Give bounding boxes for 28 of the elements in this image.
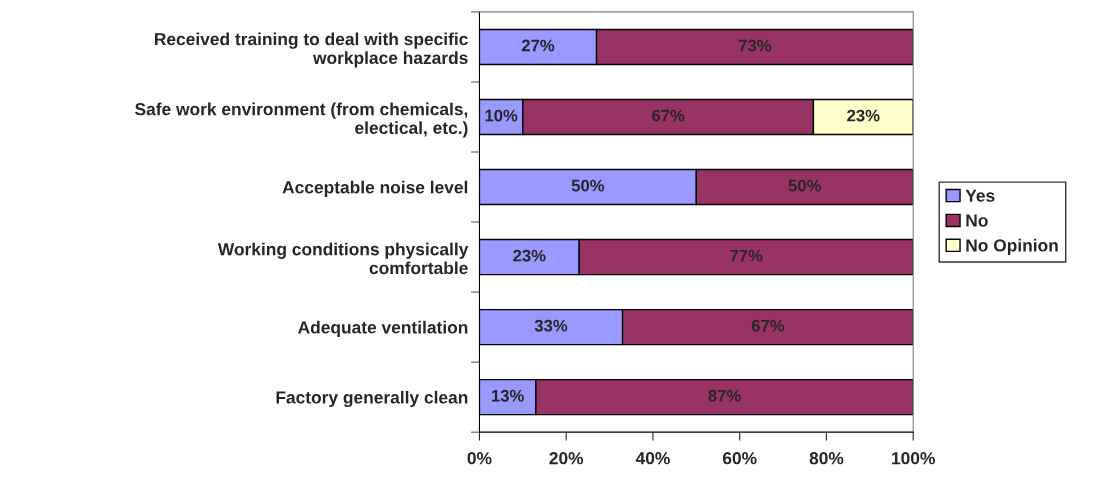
data-label: 27% — [521, 39, 555, 52]
x-tick-label: 20% — [549, 452, 584, 465]
legend-label: Yes — [965, 189, 995, 202]
y-tick-label: Factory generally clean — [276, 390, 468, 408]
data-label: 67% — [652, 109, 685, 122]
x-tick-label: 40% — [635, 452, 670, 465]
data-label: 87% — [708, 389, 741, 402]
data-label: 77% — [730, 249, 763, 262]
y-tick-label: Adequate ventilation — [298, 320, 468, 337]
x-tick-label: 60% — [722, 452, 757, 465]
y-tick-label: Received training to deal with specific workplace hazards — [155, 32, 468, 68]
data-label: 67% — [751, 319, 785, 332]
legend-label: No Opinion — [966, 238, 1058, 255]
data-label: 23% — [513, 249, 546, 262]
x-tick-label: 80% — [809, 452, 844, 465]
data-label: 50% — [788, 179, 821, 192]
data-label: 50% — [571, 179, 605, 192]
y-tick-label: Working conditions physically comfortable — [217, 242, 469, 275]
x-tick-label: 0% — [467, 452, 492, 465]
y-tick-label: Acceptable noise level — [282, 180, 468, 197]
legend-label: No — [966, 214, 988, 227]
data-label: 73% — [738, 39, 772, 52]
data-label: 10% — [485, 109, 518, 122]
x-tick-label: 100% — [892, 452, 935, 465]
data-label: 33% — [534, 319, 568, 332]
y-tick-label: Safe work environment (from chemicals, electical, etc.) — [135, 102, 468, 138]
data-label: 13% — [492, 389, 524, 402]
data-label: 23% — [847, 109, 880, 122]
